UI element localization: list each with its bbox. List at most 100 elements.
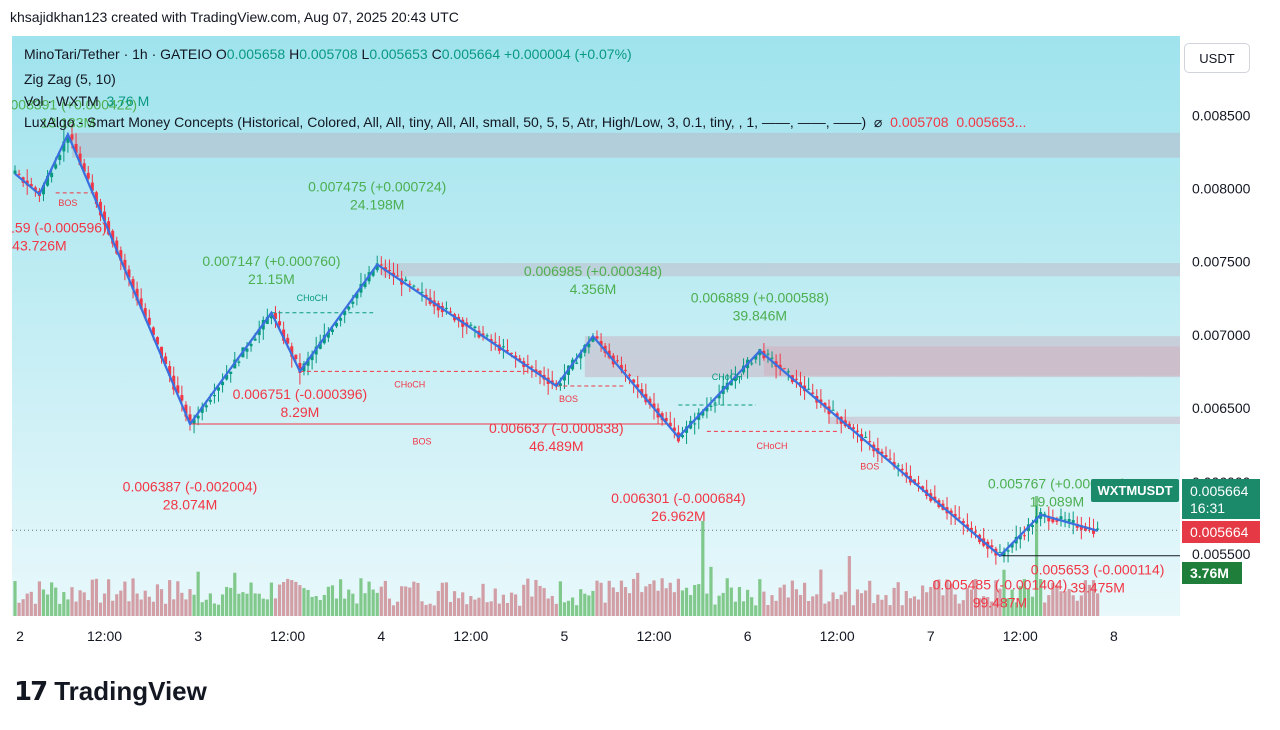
volume-bar: [282, 581, 286, 616]
volume-bar: [782, 584, 786, 616]
high-label: H: [289, 46, 300, 62]
candle-body: [851, 427, 855, 430]
volume-bar: [1010, 589, 1014, 616]
candle-body: [82, 163, 86, 172]
volume-bar: [762, 591, 766, 616]
volume-bar: [314, 595, 318, 616]
volume-bar: [603, 602, 607, 616]
candle-body: [355, 292, 359, 299]
price-axis: [1180, 36, 1268, 653]
volume-bar: [721, 592, 725, 616]
volume-bar: [302, 588, 306, 616]
volume-bar: [111, 600, 115, 616]
volume-bar: [33, 603, 37, 616]
currency-button[interactable]: USDT: [1184, 43, 1250, 73]
volume-bar: [526, 578, 530, 616]
volume-bar: [306, 589, 310, 616]
volume-bar: [241, 592, 245, 616]
candle-body: [326, 332, 330, 338]
candle-body: [668, 422, 672, 427]
volume-bar: [534, 579, 538, 616]
candle-body: [501, 346, 505, 348]
volume-bar: [701, 521, 705, 616]
candle-body: [864, 436, 868, 438]
volume-bar: [269, 582, 274, 616]
candle-body: [493, 341, 497, 343]
price-chart[interactable]: BOS CHoCH CHoCH BOS BOS CHoCH CHoCH BOS 0.007147…: [12, 36, 1268, 653]
candle-body: [237, 361, 241, 363]
volume-bar: [363, 593, 367, 616]
volume-bar: [172, 599, 176, 616]
volume-bar: [400, 586, 404, 616]
candle-body: [278, 321, 282, 326]
volume-bar: [359, 578, 363, 616]
volume-bar: [184, 599, 188, 616]
volume-bar: [1002, 569, 1006, 616]
volume-bar: [54, 587, 58, 616]
volume-bar: [1079, 595, 1083, 616]
candle-body: [318, 341, 322, 349]
smc-indicator-legend[interactable]: LuxAlgo - Smart Money Concepts (Historic…: [24, 114, 1026, 131]
time-tick-label: 8: [1110, 628, 1118, 644]
volume-bar: [444, 582, 449, 616]
volume-bar: [640, 592, 644, 616]
time-tick-label: 12:00: [636, 628, 671, 644]
candle-body: [200, 406, 204, 413]
volume-bar: [750, 597, 754, 616]
volume-bar: [41, 589, 46, 616]
candle-body: [192, 419, 196, 425]
volume-bar: [725, 578, 729, 616]
zigzag-indicator-legend[interactable]: Zig Zag (5, 10): [24, 71, 116, 87]
symbol-pill-label: WXTMUSDT: [1097, 483, 1172, 498]
volume-bar: [176, 581, 180, 616]
candle-body: [257, 328, 261, 336]
candle-body: [115, 240, 119, 254]
volume-bar: [1091, 580, 1096, 616]
candle-body: [269, 316, 273, 319]
volume-bar: [115, 594, 119, 616]
tradingview-logo[interactable]: 17 TradingView: [14, 676, 207, 707]
volume-bar: [851, 605, 856, 616]
volume-bar: [257, 593, 261, 616]
volume-indicator-legend[interactable]: Vol · WXTM 3.76 M: [24, 93, 149, 109]
volume-bar: [290, 580, 294, 616]
candle-body: [168, 366, 172, 376]
candle-body: [387, 270, 391, 272]
volume-bar: [684, 587, 689, 616]
volume-bar: [94, 578, 98, 616]
candle-body: [347, 306, 351, 310]
volume-bar: [892, 587, 896, 616]
candle-body: [306, 358, 310, 366]
volume-bar: [998, 588, 1002, 616]
candle-body: [770, 357, 774, 359]
volume-bar: [619, 580, 624, 616]
candle-body: [1051, 517, 1055, 523]
volume-bar: [481, 583, 485, 616]
volume-bar: [790, 580, 794, 616]
volume-bar: [188, 589, 192, 616]
volume-bar: [253, 593, 257, 616]
volume-bar: [689, 595, 693, 616]
volume-bar: [1006, 598, 1010, 616]
volume-bar: [200, 602, 204, 616]
supply-zone: [584, 336, 1180, 378]
volume-bar: [835, 598, 839, 616]
symbol-legend[interactable]: MinoTari/Tether · 1h · GATEIO O0.005658 …: [24, 46, 632, 62]
open-label: O: [215, 46, 227, 62]
volume-bar: [497, 603, 501, 616]
volume-bar: [17, 602, 21, 616]
candle-body: [473, 326, 477, 329]
volume-bar: [395, 601, 400, 616]
candle-body: [74, 143, 78, 153]
volume-bar: [505, 602, 510, 616]
volume-bar: [273, 598, 278, 616]
candle-body: [766, 353, 770, 355]
candle-body: [1096, 528, 1100, 530]
candle-body: [750, 363, 754, 365]
volume-bar: [62, 592, 66, 616]
candle-body: [1092, 528, 1096, 534]
candle-body: [310, 353, 314, 361]
volume-bar: [807, 601, 811, 616]
volume-bar: [733, 601, 737, 616]
candle-body: [103, 211, 107, 221]
